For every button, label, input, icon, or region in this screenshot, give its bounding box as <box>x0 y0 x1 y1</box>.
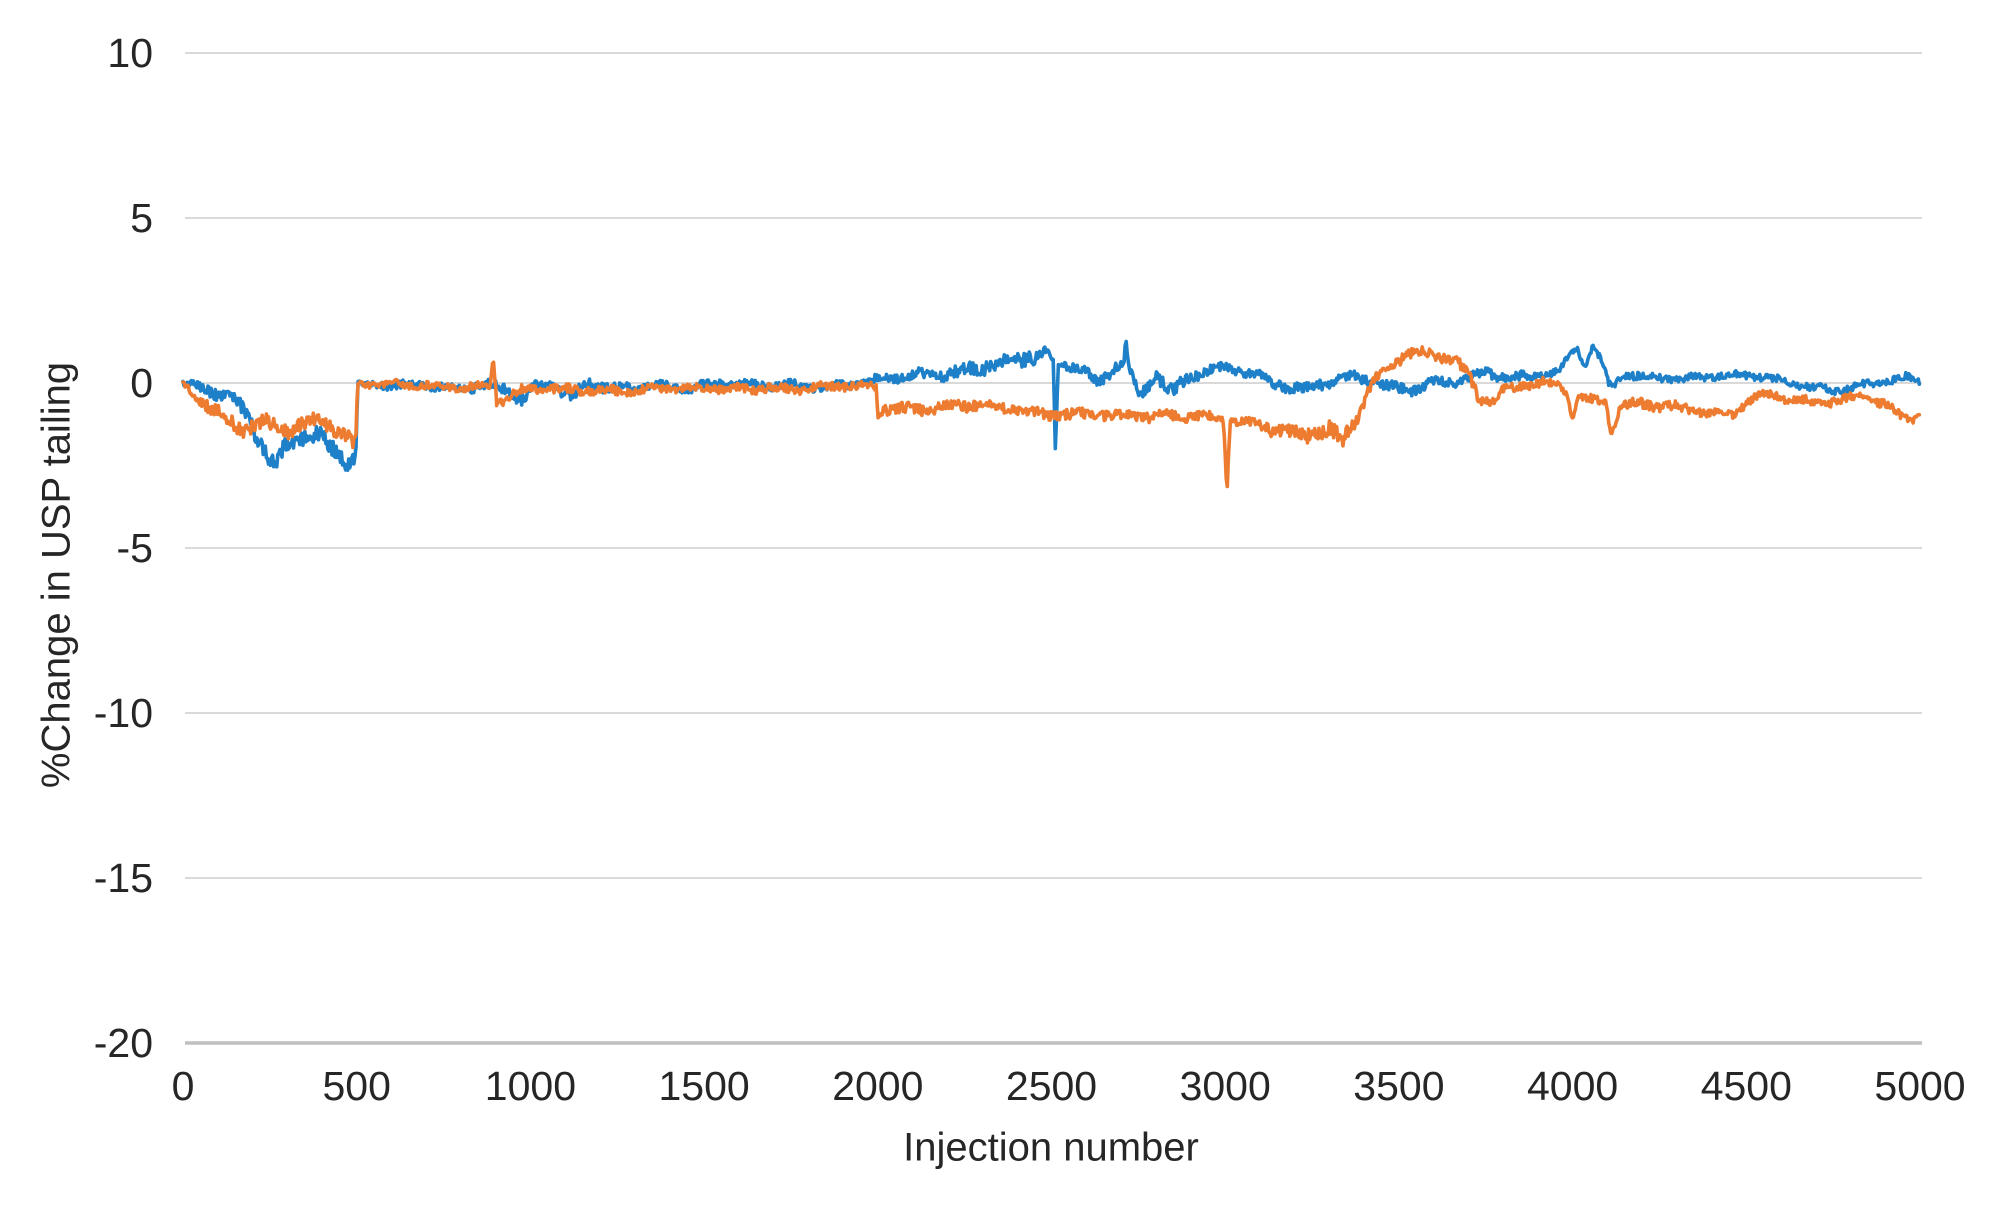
x-tick-label: 2000 <box>832 1063 923 1109</box>
x-tick-label: 0 <box>172 1063 195 1109</box>
x-tick-label: 1000 <box>485 1063 576 1109</box>
x-tick-label: 500 <box>322 1063 390 1109</box>
x-tick-label: 3000 <box>1180 1063 1271 1109</box>
x-axis-title: Injection number <box>903 1125 1199 1170</box>
y-tick-label: 5 <box>130 195 153 241</box>
y-tick-label: 10 <box>107 30 153 76</box>
x-tick-label: 4000 <box>1527 1063 1618 1109</box>
y-tick-label: 0 <box>130 360 153 406</box>
tick-labels: 10 5 0 -5 -10 -15 -20 0 500 1000 1500 2000 2500 3000 3… <box>94 30 1966 1109</box>
y-tick-label: -5 <box>117 525 153 571</box>
y-tick-label: -15 <box>94 855 153 901</box>
x-tick-label: 3500 <box>1353 1063 1444 1109</box>
orange-series-line <box>181 345 1922 489</box>
x-tick-label: 2500 <box>1006 1063 1097 1109</box>
x-tick-label: 1500 <box>658 1063 749 1109</box>
y-tick-label: -20 <box>94 1020 153 1066</box>
y-axis-title: %Change in USP tailing <box>34 361 79 789</box>
x-tick-label: 5000 <box>1874 1063 1965 1109</box>
x-tick-label: 4500 <box>1701 1063 1792 1109</box>
gridlines <box>185 52 1922 1045</box>
y-tick-label: -10 <box>94 690 153 736</box>
